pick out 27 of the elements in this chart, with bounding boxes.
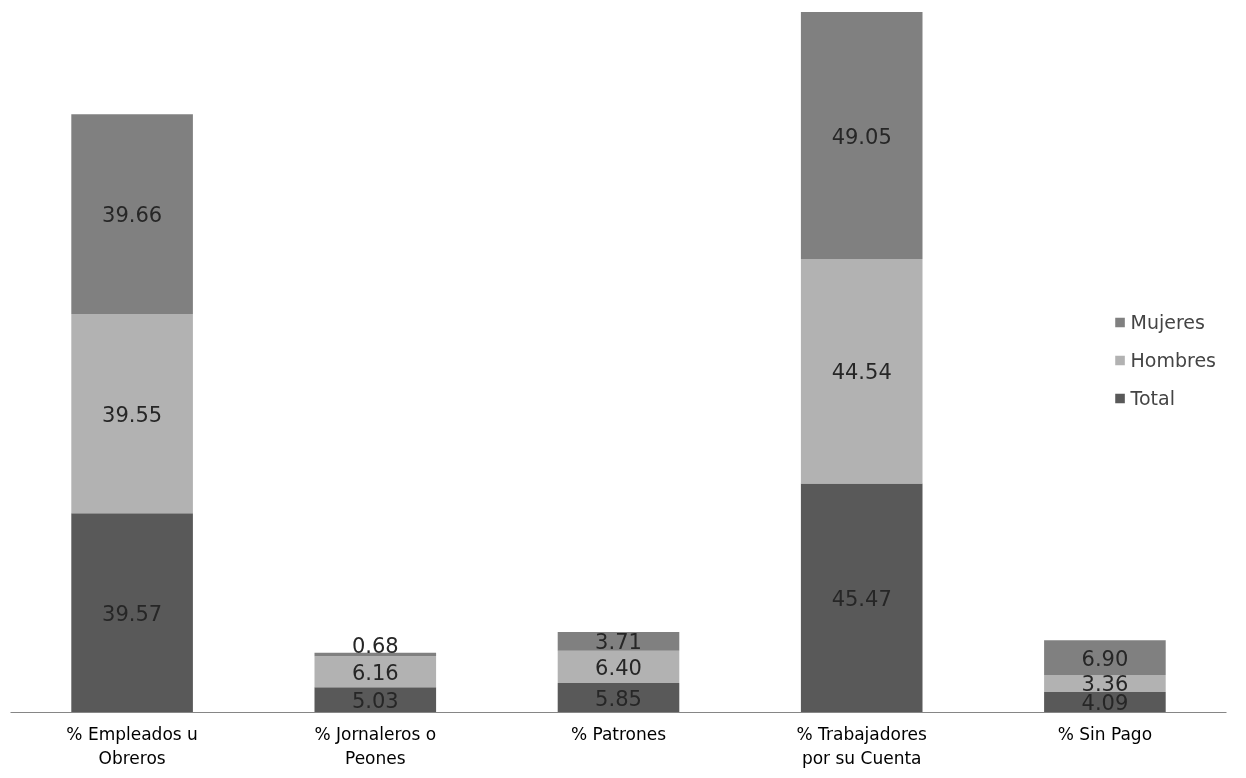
bar [800, 259, 923, 484]
bar [71, 114, 193, 314]
legend-label: Hombres [1130, 349, 1216, 371]
bar [314, 656, 437, 688]
bar [1044, 640, 1166, 675]
bar [800, 12, 923, 260]
x-tick-label: % Patrones [570, 723, 667, 744]
x-tick-label: % Empleados u Obreros [66, 723, 198, 768]
data-label: 0.68 [351, 634, 399, 659]
bar [557, 650, 680, 684]
bar [557, 632, 680, 651]
bar [800, 483, 923, 713]
data-label: 39.66 [102, 203, 163, 228]
bar [71, 313, 193, 514]
data-label: 44.54 [831, 360, 892, 385]
x-tick-label: % Jornaleros o Peones [314, 723, 437, 768]
legend-label: Mujeres [1130, 311, 1205, 333]
data-label: 6.40 [595, 655, 642, 680]
x-tick-label: % Sin Pago [1057, 723, 1153, 744]
x-tick-label: % Trabajadores por su Cuenta [796, 723, 927, 768]
data-label: 6.90 [1081, 646, 1129, 671]
legend-label: Total [1130, 387, 1175, 409]
data-label: 39.55 [102, 402, 163, 427]
data-label: 6.16 [351, 660, 399, 685]
bar [71, 513, 193, 713]
data-label: 3.71 [595, 630, 642, 655]
data-label: 49.05 [831, 124, 892, 149]
